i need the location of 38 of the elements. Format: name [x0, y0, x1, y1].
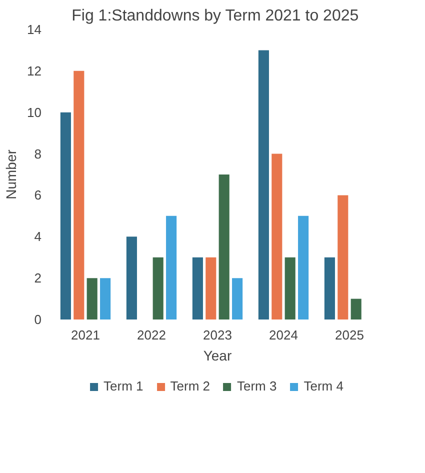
x-tick-label: 2021 — [71, 328, 100, 342]
bar — [324, 257, 335, 320]
bar — [86, 278, 98, 320]
bar — [100, 278, 111, 320]
bar — [272, 154, 282, 320]
y-tick-label: 0 — [34, 312, 42, 327]
bar — [166, 216, 177, 320]
bar — [284, 257, 296, 320]
x-tick-label: 2022 — [137, 328, 166, 342]
bar — [192, 257, 203, 320]
bar — [338, 195, 348, 320]
bar — [152, 257, 164, 320]
y-tick-label: 14 — [27, 22, 42, 37]
bar — [350, 298, 362, 320]
y-tick-label: 2 — [34, 270, 42, 286]
bar — [298, 216, 309, 320]
bar — [218, 174, 230, 320]
legend-label: Term 3 — [237, 378, 277, 394]
x-tick-label: 2023 — [203, 328, 232, 342]
y-tick-label: 6 — [34, 188, 42, 203]
bar — [74, 70, 84, 320]
y-tick-label: 10 — [27, 104, 42, 120]
bar — [126, 236, 137, 320]
bar — [258, 50, 269, 320]
legend-label: Term 2 — [170, 378, 210, 394]
y-tick-label: 12 — [27, 63, 42, 78]
chart-title: Fig 1:Standdowns by Term 2021 to 2025 — [72, 8, 359, 24]
legend-label: Term 4 — [304, 378, 344, 394]
y-axis-title: Number — [3, 149, 20, 200]
bar — [232, 278, 243, 320]
bar — [206, 257, 216, 320]
bar — [60, 112, 71, 320]
x-tick-label: 2025 — [335, 328, 364, 342]
x-tick-label: 2024 — [269, 328, 298, 342]
legend-label: Term 1 — [104, 378, 144, 394]
y-tick-label: 4 — [34, 229, 42, 244]
y-tick-label: 8 — [34, 146, 42, 162]
x-axis-title: Year — [203, 348, 232, 364]
